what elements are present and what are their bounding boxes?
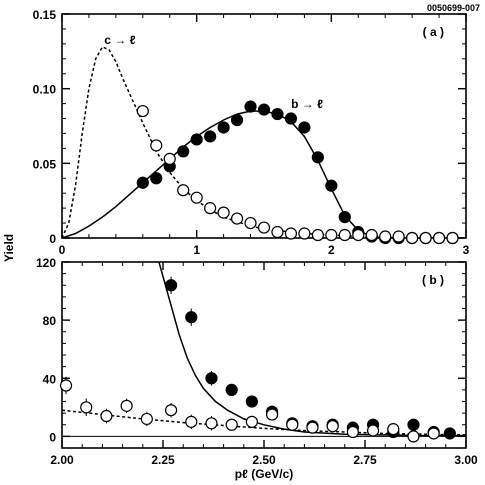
panel-a-filled-point <box>284 112 298 125</box>
panel-b-open-point <box>326 420 339 433</box>
panel-a-open-point <box>271 225 284 239</box>
panel-a-open-point <box>150 139 163 152</box>
panel-a-open-point <box>257 221 271 234</box>
panel-a-open-point <box>204 202 217 215</box>
panel-b-solid-curve <box>158 262 466 437</box>
panel-b-ytick-label: 0 <box>49 430 56 444</box>
panel-b-open-point <box>120 399 133 412</box>
panel-a-filled-point <box>177 145 190 158</box>
panel-a-annotation: b → ℓ <box>291 97 323 111</box>
panel-b-xtick-label: 2.50 <box>252 453 276 467</box>
panel-b-open-point <box>80 401 93 414</box>
panel-a-open-point <box>419 231 432 245</box>
panel-a-filled-point <box>190 133 203 146</box>
panel-b-xtick-label: 2.00 <box>50 453 74 467</box>
panel-b-ytick-label: 80 <box>43 314 57 328</box>
panel-a-frame <box>61 13 467 239</box>
panel-a-dashed-curve <box>62 45 466 238</box>
panel-a-open-point <box>163 152 176 165</box>
panel-a-open-point <box>311 228 324 242</box>
panel-a-open-point <box>244 216 257 230</box>
panel-a-ytick-label: 0.10 <box>33 83 57 97</box>
panel-a-open-point <box>325 228 338 242</box>
panel-b-filled-point <box>245 395 258 408</box>
panel-b-filled-point <box>225 383 238 396</box>
panel-a-open-point <box>217 206 230 219</box>
panel-b-open-point <box>306 421 319 434</box>
panel-b-filled-point <box>205 372 218 385</box>
panel-b-open-point <box>59 379 73 392</box>
panel-a-ytick-label: 0.15 <box>33 8 57 22</box>
panel-b-open-point <box>265 408 279 421</box>
panel-b-filled-point <box>443 427 456 440</box>
panel-a-open-point <box>406 231 419 245</box>
panel-b-ytick-label: 120 <box>36 256 56 270</box>
panel-a-ytick-label: 0 <box>49 232 56 246</box>
panel-b-xtick-label: 2.25 <box>151 453 175 467</box>
panel-a-open-point <box>338 228 351 242</box>
panel-a-ytick-label: 0.05 <box>33 157 57 171</box>
panel-a-open-point <box>392 230 405 243</box>
panel-b-open-point <box>100 409 113 423</box>
panel-a-open-point <box>432 231 446 245</box>
panel-b-open-point <box>427 427 440 440</box>
panel-a-xtick-label: 0 <box>59 243 66 257</box>
panel-a-open-point <box>177 184 190 197</box>
panel-a-filled-point <box>217 121 230 134</box>
panel-b-open-point <box>366 424 380 437</box>
x-axis-label: pℓ (GeV/c) <box>235 467 294 481</box>
panel-a-open-point <box>230 212 244 225</box>
panel-b-open-point <box>164 404 178 417</box>
panel-a-open-point <box>446 231 459 245</box>
panel-a-open-point <box>365 228 378 242</box>
panel-a-solid-curve <box>62 110 466 238</box>
panel-b-open-point <box>185 415 198 428</box>
panel-a-open-point <box>352 228 365 242</box>
figure-id: 0050699-007 <box>427 3 480 13</box>
panel-a-label: ( a ) <box>423 25 444 39</box>
panel-b-open-point <box>346 425 359 439</box>
panel-a-open-point <box>284 227 298 240</box>
panel-a-filled-point <box>244 100 257 113</box>
panel-a-filled-point <box>298 121 311 134</box>
panel-a-filled-point <box>311 151 324 164</box>
panel-a-filled-point <box>136 176 149 189</box>
panel-a-filled-point <box>204 130 217 143</box>
panel-a-filled-point <box>325 179 338 192</box>
panel-b-filled-point <box>185 311 198 324</box>
panel-b-open-point <box>205 417 218 430</box>
panel-a-filled-point <box>338 210 351 224</box>
panel-b-open-point <box>387 423 400 436</box>
panel-b-open-point <box>245 415 258 428</box>
panel-a-open-point <box>136 104 149 118</box>
panel-a-xtick-label: 1 <box>193 243 200 257</box>
panel-a-filled-point <box>150 172 163 185</box>
panel-a-xtick-label: 3 <box>463 243 470 257</box>
panel-b-open-point <box>140 412 153 426</box>
panel-b: 2.00 2.25 2.50 2.75 3.00 0 40 80 120 ( b ) <box>36 256 478 467</box>
panel-b-filled-point <box>164 279 178 292</box>
panel-a: 0 1 2 3 0 0.05 0.10 0.15 ( a ) c → ℓ b → ℓ <box>33 8 470 257</box>
panel-b-filled-point <box>407 418 420 431</box>
panel-a-filled-point <box>230 113 244 127</box>
panel-b-open-point <box>286 418 299 431</box>
panel-a-filled-point <box>271 107 284 121</box>
panel-a-filled-point <box>257 103 271 116</box>
panel-b-xtick-label: 3.00 <box>454 453 478 467</box>
panel-b-open-point <box>407 430 420 443</box>
panel-a-xtick-label: 2 <box>328 243 335 257</box>
panel-a-open-point <box>379 230 392 243</box>
panel-b-xtick-label: 2.75 <box>353 453 377 467</box>
panel-b-open-point <box>225 418 238 431</box>
y-axis-label: Yield <box>2 234 16 262</box>
panel-a-open-point <box>190 191 203 204</box>
panel-a-open-point <box>298 227 311 240</box>
panel-b-label: ( b ) <box>422 273 444 287</box>
panel-a-annotation: c → ℓ <box>104 33 135 47</box>
panel-b-ytick-label: 40 <box>43 372 57 386</box>
panel-b-frame <box>61 261 467 449</box>
panel-b-dashed-curve <box>62 409 466 436</box>
